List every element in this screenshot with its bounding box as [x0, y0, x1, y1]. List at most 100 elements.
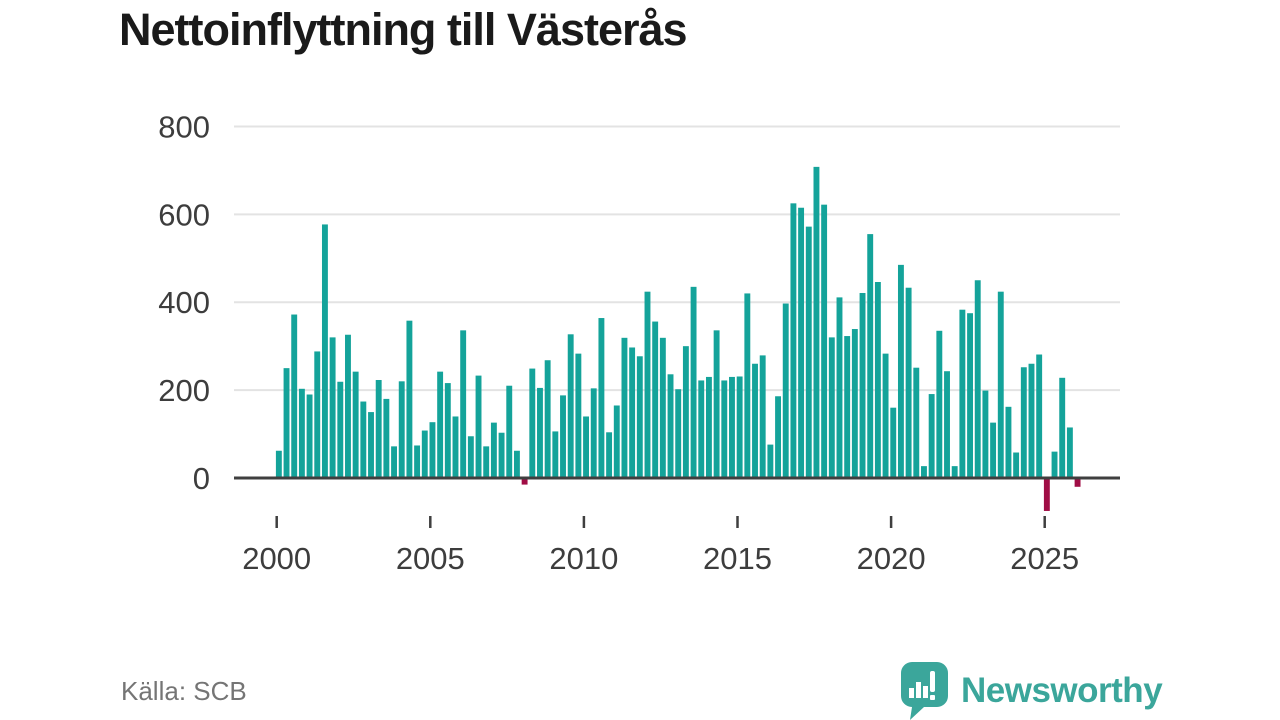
- newsworthy-wordmark: Newsworthy: [961, 671, 1163, 710]
- bar: [575, 353, 582, 478]
- bar: [936, 330, 943, 478]
- bar: [997, 291, 1004, 478]
- bar: [667, 374, 674, 478]
- bar: [844, 336, 851, 478]
- newsworthy-brand: Newsworthy: [900, 662, 1180, 720]
- newsworthy-logo-icon: [901, 662, 948, 720]
- bar: [982, 390, 989, 478]
- bar: [729, 376, 735, 478]
- bar: [298, 388, 305, 478]
- bar: [1036, 354, 1043, 478]
- bar: [275, 450, 282, 478]
- bar: [283, 368, 290, 478]
- bar: [345, 334, 351, 478]
- bar: [314, 351, 321, 478]
- bar: [1020, 367, 1027, 478]
- bar: [790, 203, 797, 478]
- y-tick-label: 800: [158, 109, 210, 144]
- bar: [644, 291, 651, 478]
- bar: [698, 380, 705, 478]
- bar: [890, 407, 897, 478]
- bar: [467, 436, 474, 478]
- y-tick-label: 200: [158, 373, 210, 408]
- bar: [752, 363, 758, 478]
- bar: [368, 412, 374, 478]
- bar: [321, 224, 328, 478]
- bar: [959, 309, 966, 478]
- bar: [360, 401, 367, 478]
- bar: [498, 432, 505, 478]
- bar-negative: [1074, 478, 1081, 487]
- bar: [636, 356, 643, 478]
- bar: [1066, 427, 1073, 478]
- bar: [967, 313, 973, 478]
- bar: [329, 337, 336, 478]
- bar: [567, 334, 574, 478]
- x-tick-label: 2010: [549, 541, 618, 576]
- bar: [759, 355, 766, 478]
- bar: [744, 293, 751, 478]
- bar: [452, 416, 459, 478]
- x-tick-label: 2000: [242, 541, 311, 576]
- bar: [659, 337, 666, 478]
- bar: [552, 431, 559, 478]
- bar: [1013, 452, 1020, 478]
- bar: [767, 444, 774, 478]
- bar: [583, 416, 589, 478]
- bar: [398, 381, 405, 478]
- bar: [813, 166, 820, 479]
- bar: [1059, 377, 1066, 478]
- bar: [629, 347, 636, 478]
- bar-negative: [1043, 478, 1050, 511]
- bar: [460, 330, 467, 478]
- bar: [291, 314, 298, 478]
- bar: [406, 320, 413, 478]
- bar: [544, 360, 551, 478]
- bar: [306, 394, 313, 478]
- bar: [782, 303, 789, 478]
- bar: [951, 466, 958, 478]
- bar: [383, 398, 390, 478]
- bar: [1028, 363, 1035, 478]
- x-tick-label: 2020: [857, 541, 926, 576]
- bar: [990, 422, 997, 478]
- bar: [713, 330, 720, 478]
- bar: [905, 287, 912, 478]
- bar: [921, 466, 927, 478]
- bar: [1005, 406, 1012, 478]
- bar: [859, 292, 866, 478]
- bar: [652, 321, 659, 478]
- bar: [421, 430, 428, 478]
- bar: [851, 329, 858, 478]
- bar: [444, 383, 451, 478]
- bar: [675, 389, 682, 478]
- bar: [828, 337, 835, 478]
- bar: [513, 450, 520, 478]
- bar: [483, 446, 490, 478]
- bar: [560, 395, 566, 478]
- bar: [882, 353, 889, 478]
- bar: [475, 375, 482, 478]
- bar: [598, 318, 605, 478]
- bar: [775, 396, 781, 478]
- bar: [874, 282, 881, 478]
- bar: [490, 422, 497, 478]
- bar: [705, 376, 712, 478]
- bar: [867, 234, 874, 478]
- x-tick-label: 2025: [1010, 541, 1079, 576]
- bar: [590, 388, 597, 478]
- bar: [391, 446, 397, 478]
- bar: [836, 297, 843, 478]
- bar-negative: [521, 478, 528, 485]
- bar: [375, 380, 382, 478]
- y-tick-label: 400: [158, 285, 210, 320]
- bar: [721, 380, 728, 478]
- bar: [613, 405, 620, 478]
- bar: [821, 204, 828, 478]
- bar: [913, 367, 920, 478]
- bar: [1051, 451, 1058, 478]
- source-note: Källa: SCB: [121, 676, 247, 706]
- bar: [682, 346, 689, 478]
- bar: [690, 286, 697, 478]
- bar: [437, 371, 444, 478]
